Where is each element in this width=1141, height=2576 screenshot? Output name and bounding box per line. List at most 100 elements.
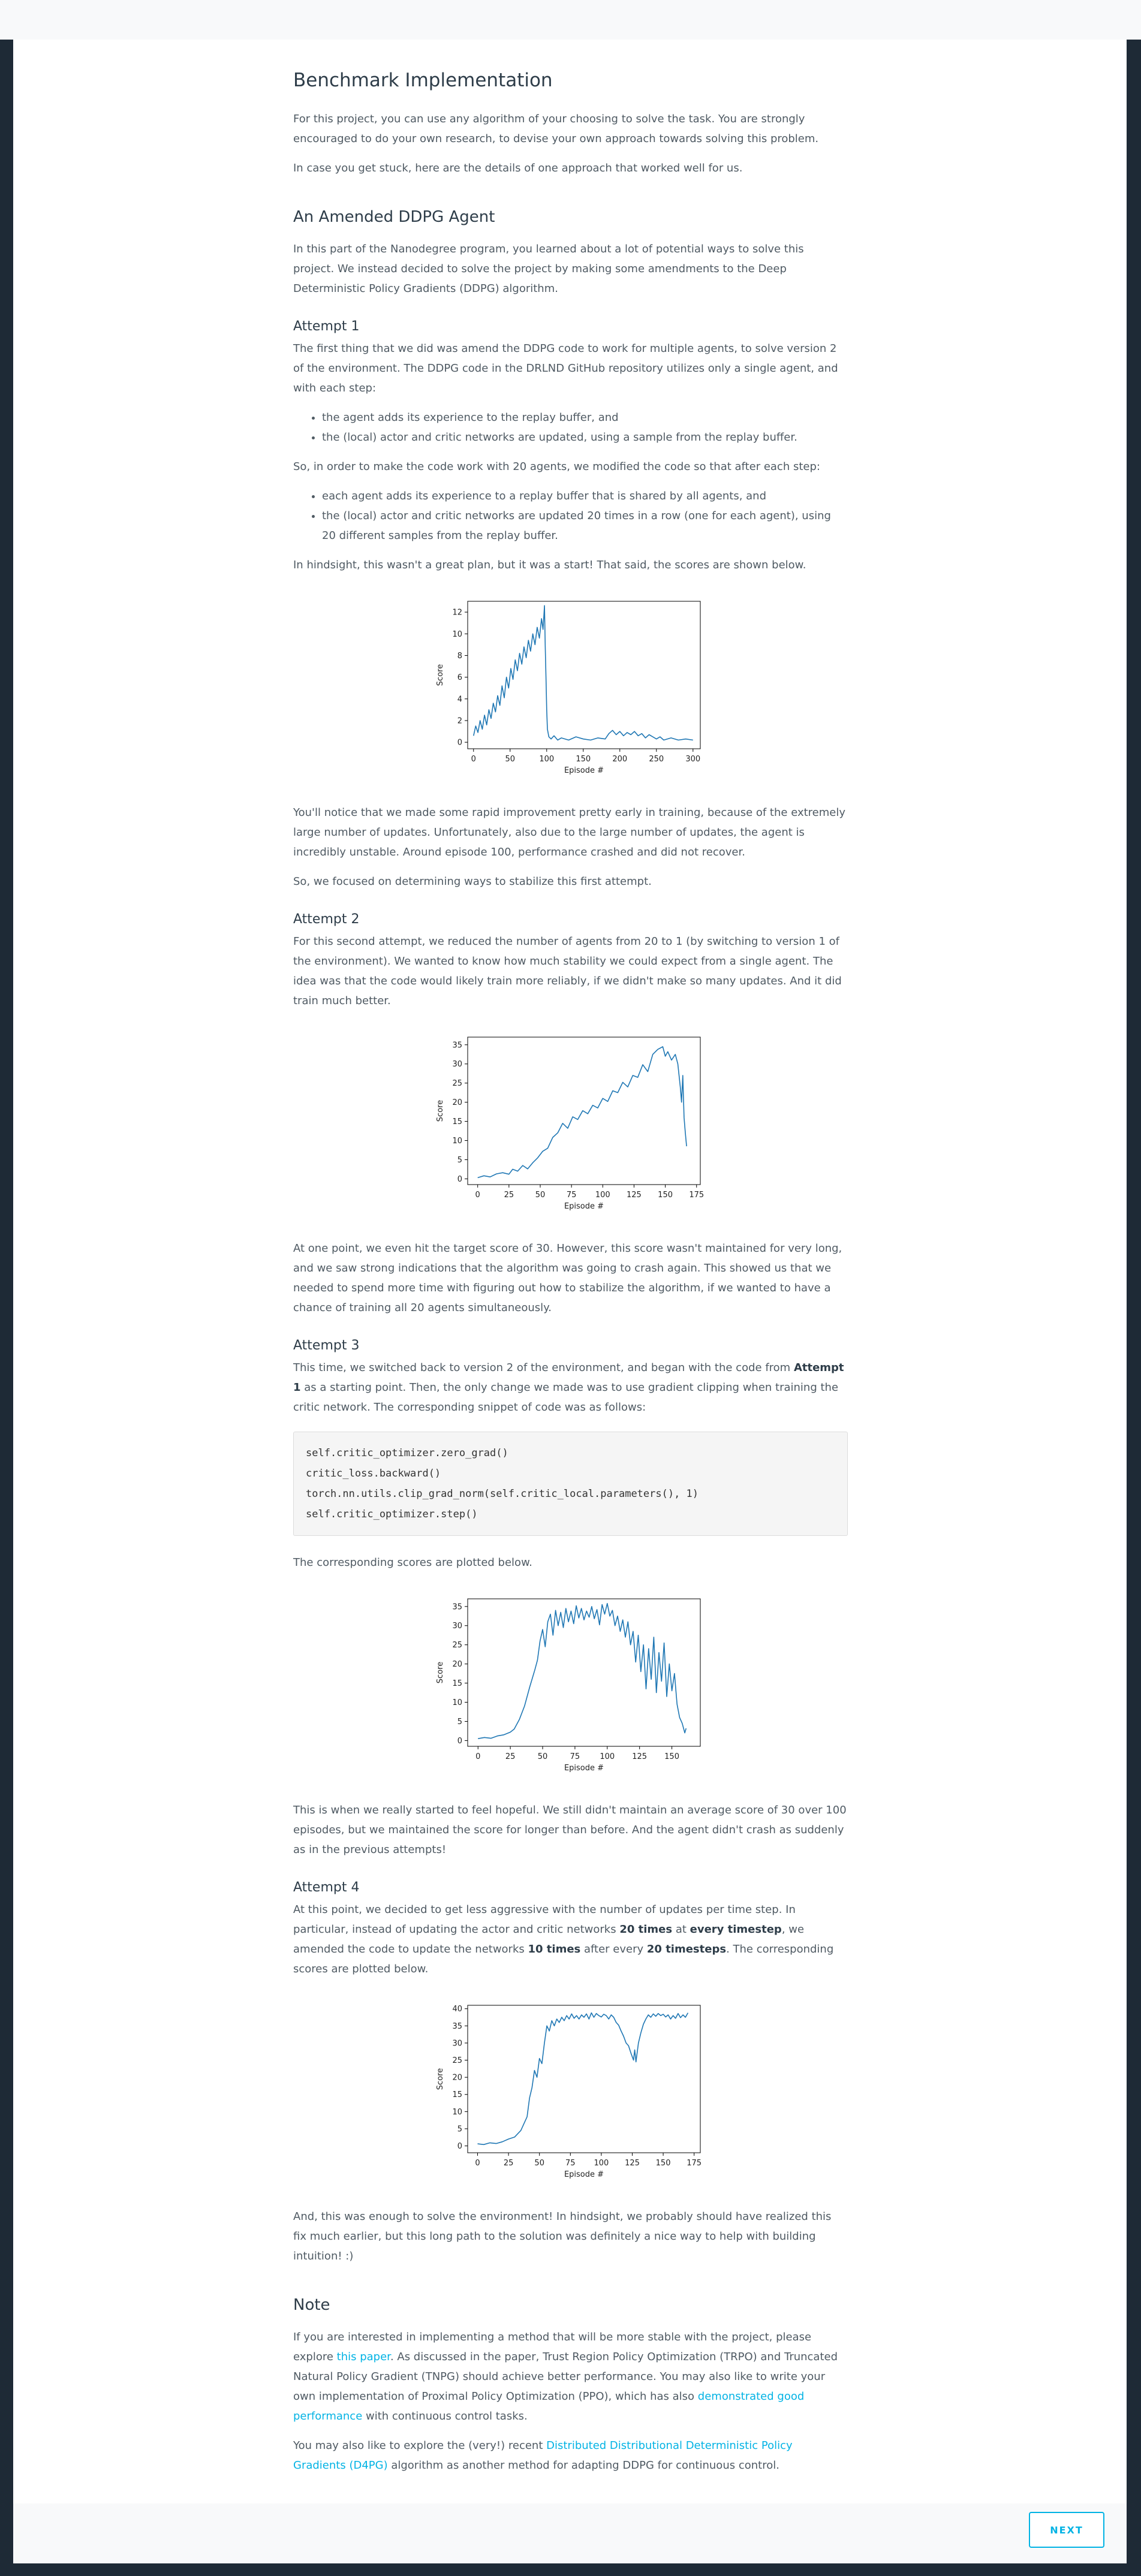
attempt-3-score-chart: 0 25 50 75 100 125 150 0 5 10 15 20 25 30 35 Episode # S… xyxy=(436,1598,700,1773)
list-item: the agent adds its experience to the rep… xyxy=(322,408,848,427)
x-tick-label: 100 xyxy=(539,755,554,764)
attempt-2-paragraph-2: At one point, we even hit the target sco… xyxy=(293,1242,842,1314)
code-line: self.critic_optimizer.zero_grad() xyxy=(306,1447,508,1459)
footer-bar xyxy=(13,2503,1127,2563)
attempt-1-list: the agent adds its experience to the rep… xyxy=(293,408,848,447)
x-tick-label: 75 xyxy=(566,1191,576,1200)
attempt-1-score-chart: 0 50 100 150 200 250 300 0 2 4 6 8 10 12 Episode # Scor… xyxy=(436,601,700,775)
x-axis-label: Episode # xyxy=(564,1764,603,1773)
code-block: self.critic_optimizer.zero_grad() critic_… xyxy=(293,1432,848,1536)
attempt-1-paragraph-5: So, we focused on determining ways to st… xyxy=(293,875,652,888)
x-axis-label: Episode # xyxy=(564,2170,603,2179)
x-tick-label: 150 xyxy=(655,2159,670,2168)
y-tick-label: 30 xyxy=(452,2039,462,2048)
x-tick-label: 50 xyxy=(537,1752,547,1761)
y-tick-label: 6 xyxy=(457,673,462,682)
attempt-4-paragraph-2: And, this was enough to solve the enviro… xyxy=(293,2210,832,2262)
y-tick-label: 10 xyxy=(452,630,462,639)
y-tick-label: 12 xyxy=(452,608,462,617)
y-tick-label: 15 xyxy=(452,1117,462,1126)
attempt-4-score-chart: 0 25 50 75 100 125 150 175 0 5 10 15 20 25 30 35 40 Episo… xyxy=(436,2005,702,2179)
x-tick-label: 50 xyxy=(535,1191,545,1200)
plot-frame xyxy=(467,1037,700,1185)
intro-paragraph-2: In case you get stuck, here are the deta… xyxy=(293,162,743,174)
y-tick-label: 20 xyxy=(452,2074,462,2083)
bold-text: Attempt 1 xyxy=(293,1361,844,1394)
y-axis-label: Score xyxy=(436,2068,445,2090)
text-run: If you are interested in implementing a … xyxy=(293,2331,812,2363)
x-tick-label: 50 xyxy=(534,2159,544,2168)
plot-frame xyxy=(467,601,700,749)
y-tick-label: 5 xyxy=(457,1156,462,1165)
text-run: This time, we switched back to version 2… xyxy=(293,1361,794,1374)
attempt-3-paragraph: This time, we switched back to version 2… xyxy=(293,1358,848,1417)
attempt-2-heading: Attempt 2 xyxy=(293,912,360,927)
x-tick-label: 75 xyxy=(570,1752,580,1761)
x-tick-label: 300 xyxy=(685,755,700,764)
plot-frame xyxy=(467,1598,700,1747)
x-tick-label: 200 xyxy=(612,755,627,764)
x-tick-label: 0 xyxy=(471,755,475,764)
x-tick-label: 0 xyxy=(475,1191,480,1200)
x-tick-label: 125 xyxy=(632,1752,647,1761)
text-run: . The corresponding scores are plotted b… xyxy=(293,1943,834,1975)
text-run: at xyxy=(672,1923,690,1936)
next-button[interactable]: NEXT xyxy=(1029,2512,1104,2548)
text-run: with continuous control tasks. xyxy=(362,2410,528,2423)
x-tick-label: 25 xyxy=(504,1191,514,1200)
score-series-line xyxy=(477,1046,687,1179)
list-item: the (local) actor and critic networks ar… xyxy=(322,427,848,447)
y-tick-label: 0 xyxy=(457,1737,462,1746)
y-tick-label: 25 xyxy=(452,1641,462,1650)
attempt-1-paragraph-3: In hindsight, this wasn't a great plan, … xyxy=(293,559,806,571)
attempt-1-paragraph-2: So, in order to make the code work with … xyxy=(293,460,820,473)
x-tick-label: 150 xyxy=(664,1752,679,1761)
attempt-4-paragraph: At this point, we decided to get less ag… xyxy=(293,1900,848,1979)
y-tick-label: 0 xyxy=(457,1175,462,1184)
y-axis-label: Score xyxy=(436,664,445,686)
x-tick-label: 150 xyxy=(658,1191,673,1200)
x-tick-label: 125 xyxy=(625,2159,640,2168)
note-paragraph-2: You may also like to explore the (very!)… xyxy=(293,2436,848,2475)
right-edge xyxy=(1128,40,1141,2576)
left-edge xyxy=(0,40,13,2576)
paper-link[interactable]: this paper xyxy=(336,2351,390,2363)
x-tick-label: 150 xyxy=(576,755,591,764)
y-tick-label: 8 xyxy=(457,652,462,661)
score-series-line xyxy=(472,605,693,741)
y-tick-label: 40 xyxy=(452,2005,462,2014)
y-axis-label: Score xyxy=(436,1100,445,1122)
y-tick-label: 25 xyxy=(452,2056,462,2065)
section-heading-ddpg: An Amended DDPG Agent xyxy=(293,208,495,226)
x-tick-label: 50 xyxy=(505,755,515,764)
d4pg-link[interactable]: Distributed Distributional Deterministic… xyxy=(293,2439,793,2472)
y-tick-label: 0 xyxy=(457,2142,462,2151)
bold-text: 10 times xyxy=(528,1943,581,1956)
y-tick-label: 5 xyxy=(457,1718,462,1727)
y-tick-label: 2 xyxy=(457,716,462,725)
attempt-2-score-chart: 0 25 50 75 100 125 150 175 0 5 10 15 20 25 30 35 Episode… xyxy=(436,1037,704,1211)
note-paragraph: If you are interested in implementing a … xyxy=(293,2327,848,2426)
x-tick-label: 175 xyxy=(689,1191,704,1200)
y-tick-label: 10 xyxy=(452,1137,462,1146)
bold-text: 20 timesteps xyxy=(646,1943,727,1956)
y-tick-label: 15 xyxy=(452,1679,462,1688)
y-tick-label: 35 xyxy=(452,1602,462,1611)
x-axis-label: Episode # xyxy=(564,1202,603,1211)
x-tick-label: 25 xyxy=(503,2159,513,2168)
x-tick-label: 100 xyxy=(595,1191,610,1200)
y-tick-label: 4 xyxy=(457,695,462,704)
attempt-3-heading: Attempt 3 xyxy=(293,1338,360,1353)
code-line: self.critic_optimizer.step() xyxy=(306,1508,478,1520)
y-tick-label: 20 xyxy=(452,1098,462,1107)
text-run: You may also like to explore the (very!)… xyxy=(293,2439,547,2452)
y-tick-label: 10 xyxy=(452,2108,462,2117)
text-run: algorithm as another method for adapting… xyxy=(387,2459,779,2472)
bold-text: every timestep xyxy=(690,1923,782,1936)
y-tick-label: 25 xyxy=(452,1079,462,1088)
performance-link[interactable]: demonstrated good performance xyxy=(293,2390,805,2423)
text-run: as a starting point. Then, the only chan… xyxy=(293,1381,839,1414)
x-axis-label: Episode # xyxy=(564,766,603,775)
x-tick-label: 75 xyxy=(565,2159,576,2168)
text-run: after every xyxy=(580,1943,647,1956)
